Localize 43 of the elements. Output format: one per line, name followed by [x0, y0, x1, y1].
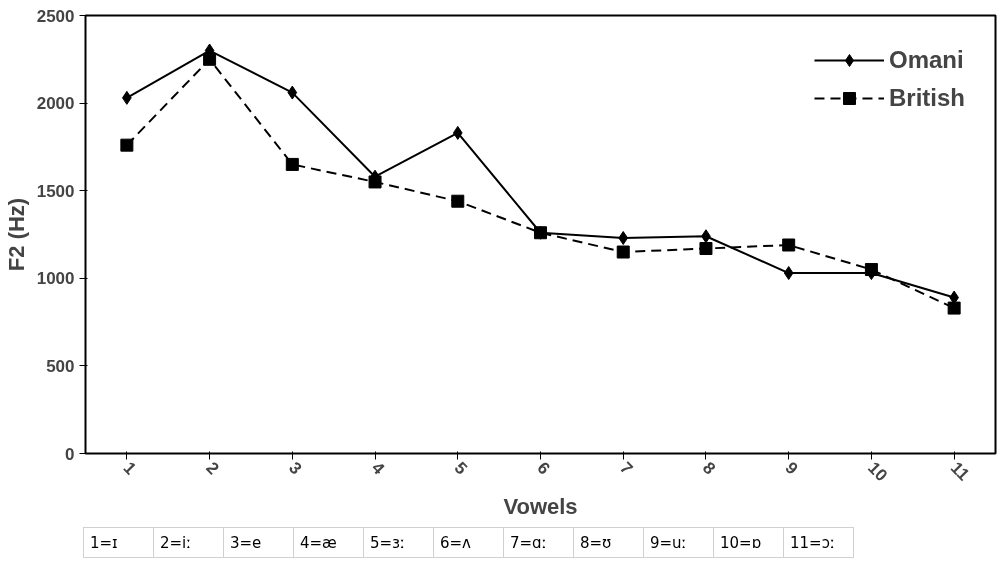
point	[285, 157, 299, 171]
point	[616, 245, 630, 259]
x-tick-label: 9	[781, 458, 802, 479]
point	[699, 242, 713, 256]
text: 9=uː	[643, 527, 714, 558]
x-tick-label: 6	[533, 458, 554, 479]
text: 1=ɪ	[83, 527, 154, 558]
text: 3=e	[223, 527, 294, 558]
y-tick-label: 500	[46, 356, 75, 376]
x-tick-label: 7	[616, 458, 637, 479]
point	[287, 85, 298, 100]
y-tick-label: 1500	[36, 181, 75, 201]
x-tick-label: 4	[367, 458, 389, 479]
point	[947, 301, 961, 315]
x-tick-label: 1	[119, 458, 140, 479]
point	[782, 238, 796, 252]
x-tick-label: 10	[864, 458, 892, 486]
y-axis-title: F2 (Hz)	[3, 197, 29, 272]
text: 5=ɜː	[363, 527, 434, 558]
x-axis-title: Vowels	[503, 494, 578, 520]
legend-label: Omani	[888, 46, 964, 74]
y-tick-label: 2000	[36, 94, 75, 114]
x-tick-label: 5	[450, 458, 471, 479]
text: 4=æ	[293, 527, 364, 558]
x-tick-label: 8	[698, 458, 720, 479]
point	[451, 194, 465, 208]
text: 6=ʌ	[433, 527, 504, 558]
text: 11=ɔː	[783, 527, 854, 558]
y-tick-label: 2500	[36, 6, 75, 26]
text: 8=ʊ	[573, 527, 644, 558]
text: 10=ɒ	[713, 527, 784, 558]
x-tick-label: 2	[202, 458, 223, 479]
text: 7=ɑː	[503, 527, 574, 558]
legend-label: British	[888, 84, 965, 112]
point	[452, 125, 463, 140]
x-tick-label: 11	[946, 458, 974, 485]
x-tick-label: 3	[285, 458, 306, 479]
y-tick-label: 0	[65, 444, 75, 464]
text: 2=iː	[153, 527, 224, 558]
point	[783, 266, 794, 281]
point	[120, 138, 134, 152]
y-tick-label: 1000	[36, 269, 75, 289]
point	[618, 231, 629, 245]
